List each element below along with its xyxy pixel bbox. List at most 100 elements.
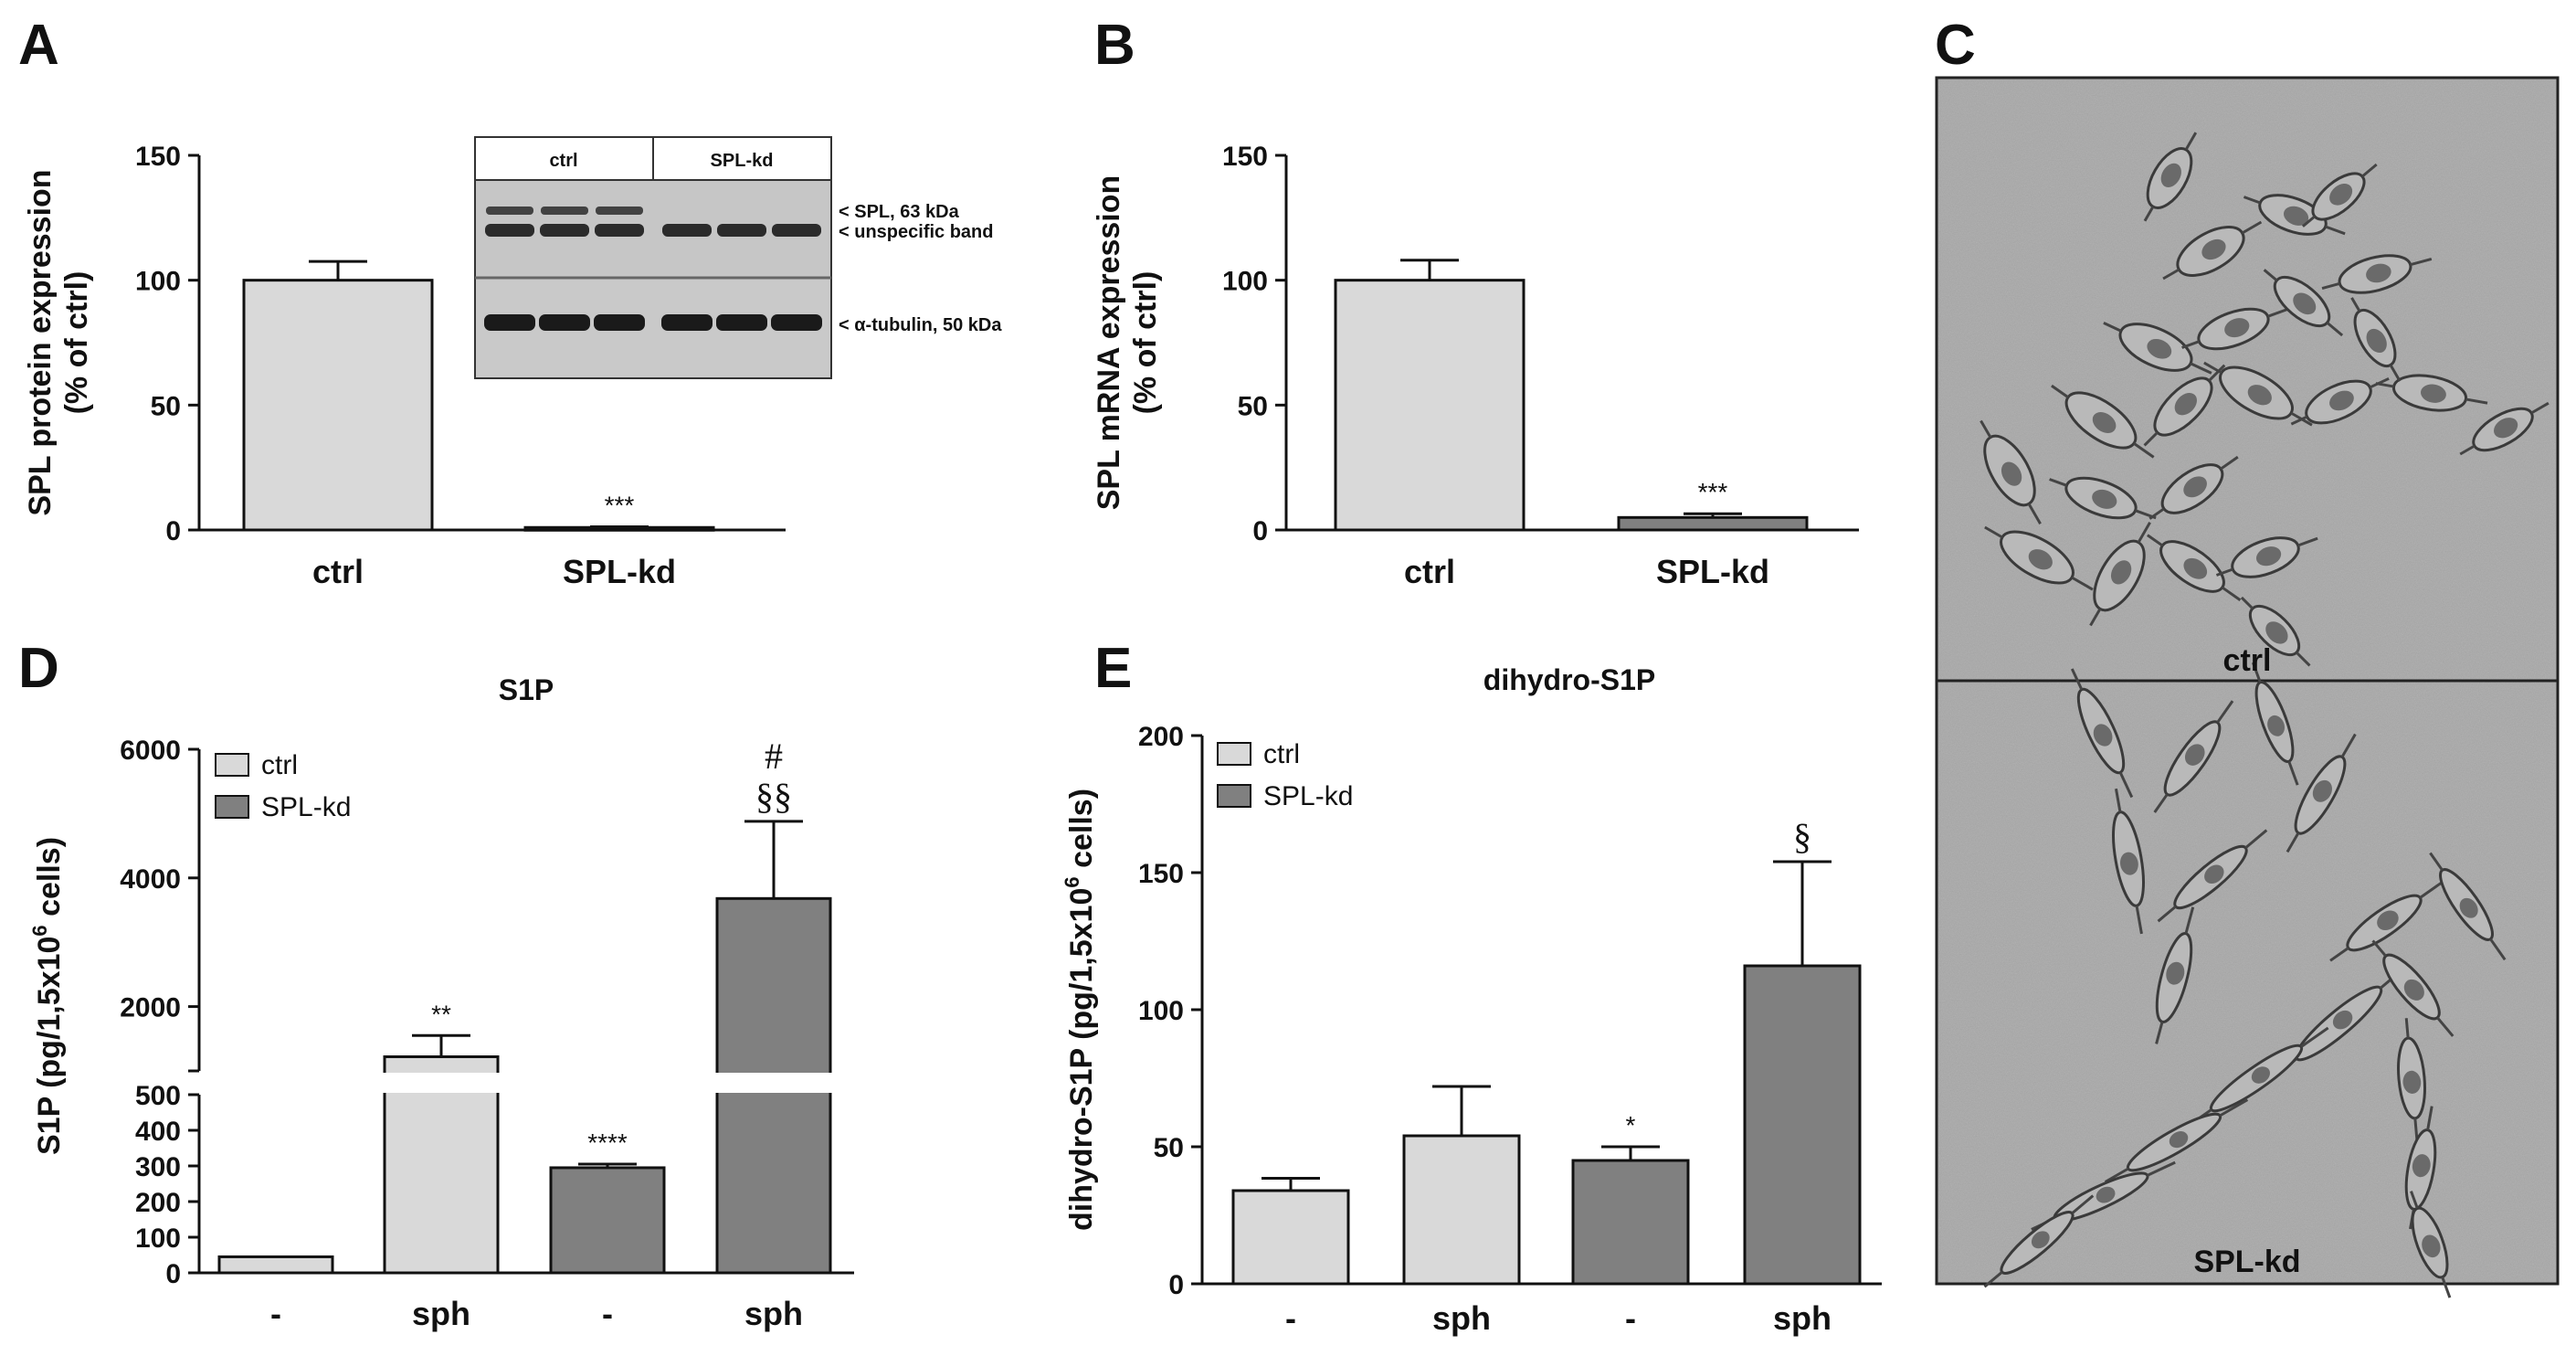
ctrl-cell-19 bbox=[2146, 534, 2242, 601]
splkd-cell-process-a-7 bbox=[2419, 881, 2443, 899]
ctrl-cell-nucleus-22 bbox=[2366, 328, 2387, 354]
d-annotation-2-0: **** bbox=[587, 1128, 628, 1157]
ctrl-cell-process-a-19 bbox=[2221, 586, 2242, 601]
ctrl-cell-process-a-13 bbox=[2530, 401, 2550, 415]
ctrl-cell-process-a-8 bbox=[2133, 442, 2155, 459]
panel-letter-a: A bbox=[18, 14, 59, 77]
blot-band-unspecific-3 bbox=[662, 224, 712, 237]
ctrl-cell-nucleus-16 bbox=[2183, 476, 2207, 498]
ctrl-cell-nucleus-10 bbox=[2247, 385, 2272, 406]
a-category-0: ctrl bbox=[312, 553, 364, 590]
e-title: dihydro-S1P bbox=[1483, 663, 1655, 696]
ctrl-cell-process-b-9 bbox=[2143, 431, 2159, 447]
splkd-cell-1 bbox=[2153, 700, 2234, 813]
blot-band-unspecific-1 bbox=[540, 224, 589, 237]
d-lower-ytick-label-4: 400 bbox=[135, 1117, 181, 1147]
ctrl-cell-nucleus-3 bbox=[2329, 183, 2353, 206]
blot-band-spl-0 bbox=[486, 207, 533, 215]
splkd-cell-process-a-12 bbox=[2147, 1160, 2176, 1177]
ctrl-cell-nucleus-19 bbox=[2183, 557, 2208, 579]
e-ytick-label-3: 150 bbox=[1138, 859, 1184, 889]
ctrl-cell-process-b-7 bbox=[2321, 281, 2340, 290]
d-lower-ytick-label-1: 100 bbox=[135, 1224, 181, 1254]
a-ylabel: SPL protein expression(% of ctrl) bbox=[23, 169, 94, 515]
d-annotation-3-0: §§ bbox=[755, 776, 792, 817]
b-category-0: ctrl bbox=[1404, 553, 1455, 590]
ctrl-cell-process-b-15 bbox=[2049, 478, 2067, 487]
ctrl-cell-process-b-12 bbox=[2375, 382, 2394, 388]
ctrl-cell-2 bbox=[2243, 194, 2346, 236]
blot-label-tubulin: < α-tubulin, 50 kDa bbox=[839, 315, 1002, 335]
ctrl-cell-5 bbox=[2181, 307, 2289, 351]
ctrl-cell-process-a-6 bbox=[2326, 321, 2344, 337]
splkd-cell-nucleus-7 bbox=[2377, 910, 2399, 931]
splkd-cell-process-b-13 bbox=[2371, 939, 2387, 958]
blot-lane-label-splkd: SPL-kd bbox=[711, 151, 774, 171]
d-legend-swatch-0 bbox=[215, 753, 249, 777]
blot-band-unspecific-4 bbox=[717, 224, 766, 237]
blot-upper-membrane bbox=[476, 181, 830, 277]
ctrl-cell-process-a-9 bbox=[2208, 364, 2226, 382]
ctrl-cell-process-b-5 bbox=[2181, 340, 2200, 349]
blot-band-tubulin-3 bbox=[661, 314, 713, 331]
e-bar-0 bbox=[1231, 1189, 1350, 1286]
splkd-cell-2 bbox=[2251, 662, 2299, 786]
splkd-cell-process-b-17 bbox=[1983, 1270, 2003, 1288]
ctrl-cell-process-b-17 bbox=[1984, 525, 2003, 539]
blot-label-unspecific: < unspecific band bbox=[839, 222, 993, 242]
d-bar-0 bbox=[217, 1255, 334, 1275]
splkd-cell-nucleus-1 bbox=[2184, 744, 2205, 766]
ctrl-cell-process-b-16 bbox=[2148, 507, 2165, 520]
ctrl-cell-process-a-0 bbox=[2184, 132, 2198, 151]
d-ylabel-tail: cells) bbox=[32, 837, 67, 925]
splkd-cell-process-b-3 bbox=[2286, 832, 2300, 853]
d-annotation-3-1: # bbox=[765, 736, 783, 777]
ctrl-cell-process-b-8 bbox=[2051, 384, 2069, 398]
ctrl-cell-process-a-3 bbox=[2361, 163, 2378, 178]
e-legend-label-1: SPL-kd bbox=[1263, 781, 1353, 811]
ctrl-cell-nucleus-11 bbox=[2329, 390, 2354, 411]
blot-band-tubulin-1 bbox=[539, 314, 590, 331]
b-bar-ctrl bbox=[1334, 279, 1526, 532]
e-ytick-label-2: 100 bbox=[1138, 996, 1184, 1026]
splkd-cell-process-a-0 bbox=[2118, 771, 2134, 799]
d-upper-ytick-label-1: 4000 bbox=[120, 864, 181, 895]
a-ylabel-line-1: (% of ctrl) bbox=[59, 271, 94, 415]
e-ylabel-sup: 6 bbox=[1061, 876, 1083, 887]
splkd-cell-process-b-0 bbox=[2070, 668, 2084, 691]
a-annotation-1: *** bbox=[605, 491, 635, 519]
splkd-cell-process-b-8 bbox=[2429, 852, 2444, 872]
chart-b-mrna: 0 50 100 150 ctrl *** SPL-kd SPL mRNA expressio… bbox=[1092, 142, 1859, 590]
b-ylabel-line-1: (% of ctrl) bbox=[1128, 271, 1163, 415]
splkd-cell-process-b-7 bbox=[2329, 947, 2349, 962]
blot-label-spl: < SPL, 63 kDa bbox=[839, 202, 960, 222]
ctrl-cell-process-a-12 bbox=[2465, 397, 2488, 405]
d-annotation-1-0: ** bbox=[431, 1000, 451, 1028]
e-ylabel-tail: cells) bbox=[1064, 789, 1099, 876]
ctrl-cell-process-b-22 bbox=[2350, 297, 2361, 313]
splkd-cell-nucleus-5 bbox=[2204, 864, 2224, 885]
splkd-cell-16 bbox=[2410, 1191, 2452, 1298]
ctrl-cell-process-b-2 bbox=[2243, 196, 2261, 205]
splkd-cell-nucleus-15 bbox=[2412, 1154, 2431, 1178]
blot-lane-label-ctrl: ctrl bbox=[549, 151, 577, 171]
a-ytick-label-1: 50 bbox=[151, 391, 181, 421]
splkd-cell-process-a-2 bbox=[2287, 760, 2299, 786]
splkd-cell-process-b-4 bbox=[2114, 788, 2122, 813]
b-ytick-label-3: 150 bbox=[1222, 142, 1268, 172]
splkd-cell-process-a-10 bbox=[2300, 1026, 2329, 1048]
splkd-cell-nucleus-0 bbox=[2093, 724, 2113, 747]
a-ytick-label-2: 100 bbox=[135, 267, 181, 297]
ctrl-cell-process-a-21 bbox=[2295, 651, 2311, 667]
d-title: S1P bbox=[499, 673, 554, 706]
blot-band-unspecific-0 bbox=[485, 224, 534, 237]
splkd-cell-process-a-8 bbox=[2489, 938, 2507, 961]
ctrl-cell-13 bbox=[2459, 401, 2550, 456]
ctrl-cell-process-b-18 bbox=[2089, 608, 2102, 627]
a-ytick-label-0: 0 bbox=[165, 516, 181, 546]
blot-band-spl-1 bbox=[541, 207, 588, 215]
e-ylabel-main: dihydro-S1P (pg/1,5x10 bbox=[1064, 888, 1099, 1231]
splkd-cell-nucleus-14 bbox=[2402, 1070, 2422, 1094]
blot-band-unspecific-5 bbox=[772, 224, 821, 237]
